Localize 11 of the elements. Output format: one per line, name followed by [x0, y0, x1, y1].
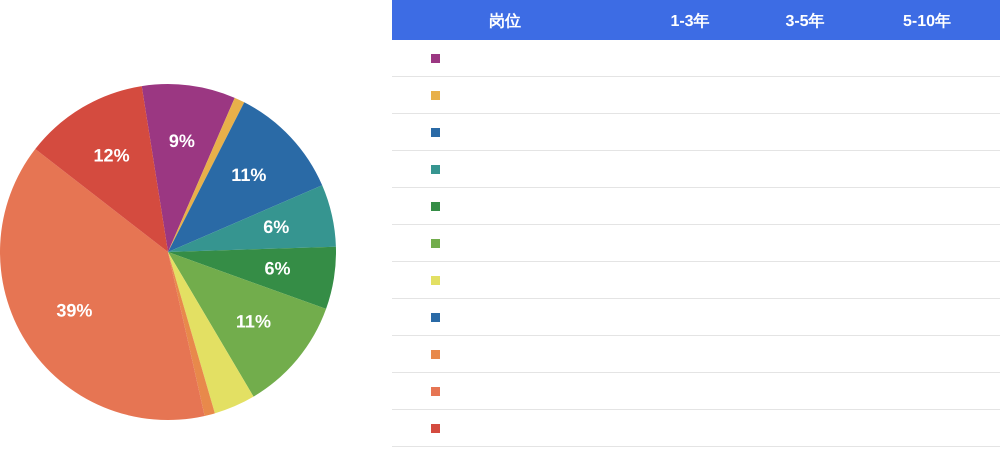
text: 3-5年 — [785, 12, 825, 32]
text: 5-10年 — [902, 12, 952, 32]
data-label: 12% — [94, 146, 130, 166]
data-label: 9% — [168, 130, 195, 151]
data-label: 6% — [264, 258, 291, 278]
data-label: 6% — [263, 216, 290, 237]
data-label: 11% — [236, 312, 271, 332]
data-label: 39% — [56, 300, 92, 320]
text: 1-3年 — [670, 12, 710, 32]
data-label: 11% — [231, 165, 266, 186]
text: 岗位 — [489, 12, 521, 32]
